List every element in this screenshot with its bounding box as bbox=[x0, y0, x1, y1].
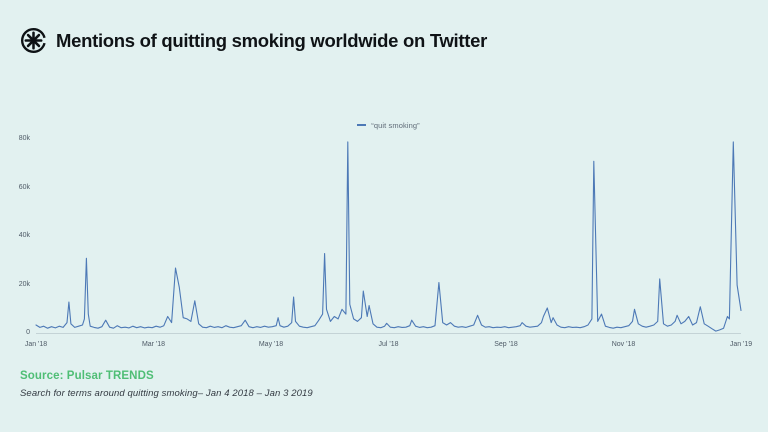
mentions-line-chart: “quit smoking” 80k 60k 40k 20k 0 Jan '18… bbox=[0, 95, 768, 360]
x-tick-mar18: Mar '18 bbox=[141, 341, 166, 348]
legend-label: “quit smoking” bbox=[371, 120, 420, 130]
x-tick-jul18: Jul '18 bbox=[378, 341, 399, 348]
header: Mentions of quitting smoking worldwide o… bbox=[0, 0, 768, 70]
page-title: Mentions of quitting smoking worldwide o… bbox=[56, 30, 487, 51]
y-tick-40k: 40k bbox=[18, 232, 30, 239]
legend-line-swatch bbox=[357, 124, 367, 126]
series-line-quit-smoking bbox=[35, 141, 742, 332]
y-tick-0: 0 bbox=[26, 329, 30, 336]
x-tick-nov18: Nov '18 bbox=[611, 341, 636, 348]
y-tick-20k: 20k bbox=[18, 280, 30, 288]
pulsar-asterisk-icon bbox=[20, 27, 47, 54]
x-tick-sep18: Sep '18 bbox=[494, 341, 518, 348]
plot-area bbox=[35, 141, 742, 334]
x-tick-jan19: Jan '19 bbox=[729, 341, 753, 348]
x-tick-may18: May '18 bbox=[258, 341, 284, 348]
chart-legend[interactable]: “quit smoking” bbox=[36, 119, 741, 131]
chart-caption: Search for terms around quitting smoking… bbox=[20, 388, 313, 399]
y-tick-60k: 60k bbox=[18, 183, 30, 191]
y-tick-80k: 80k bbox=[18, 135, 30, 142]
source-label: Source: Pulsar TRENDS bbox=[20, 370, 154, 382]
x-tick-jan18: Jan '18 bbox=[24, 341, 48, 348]
